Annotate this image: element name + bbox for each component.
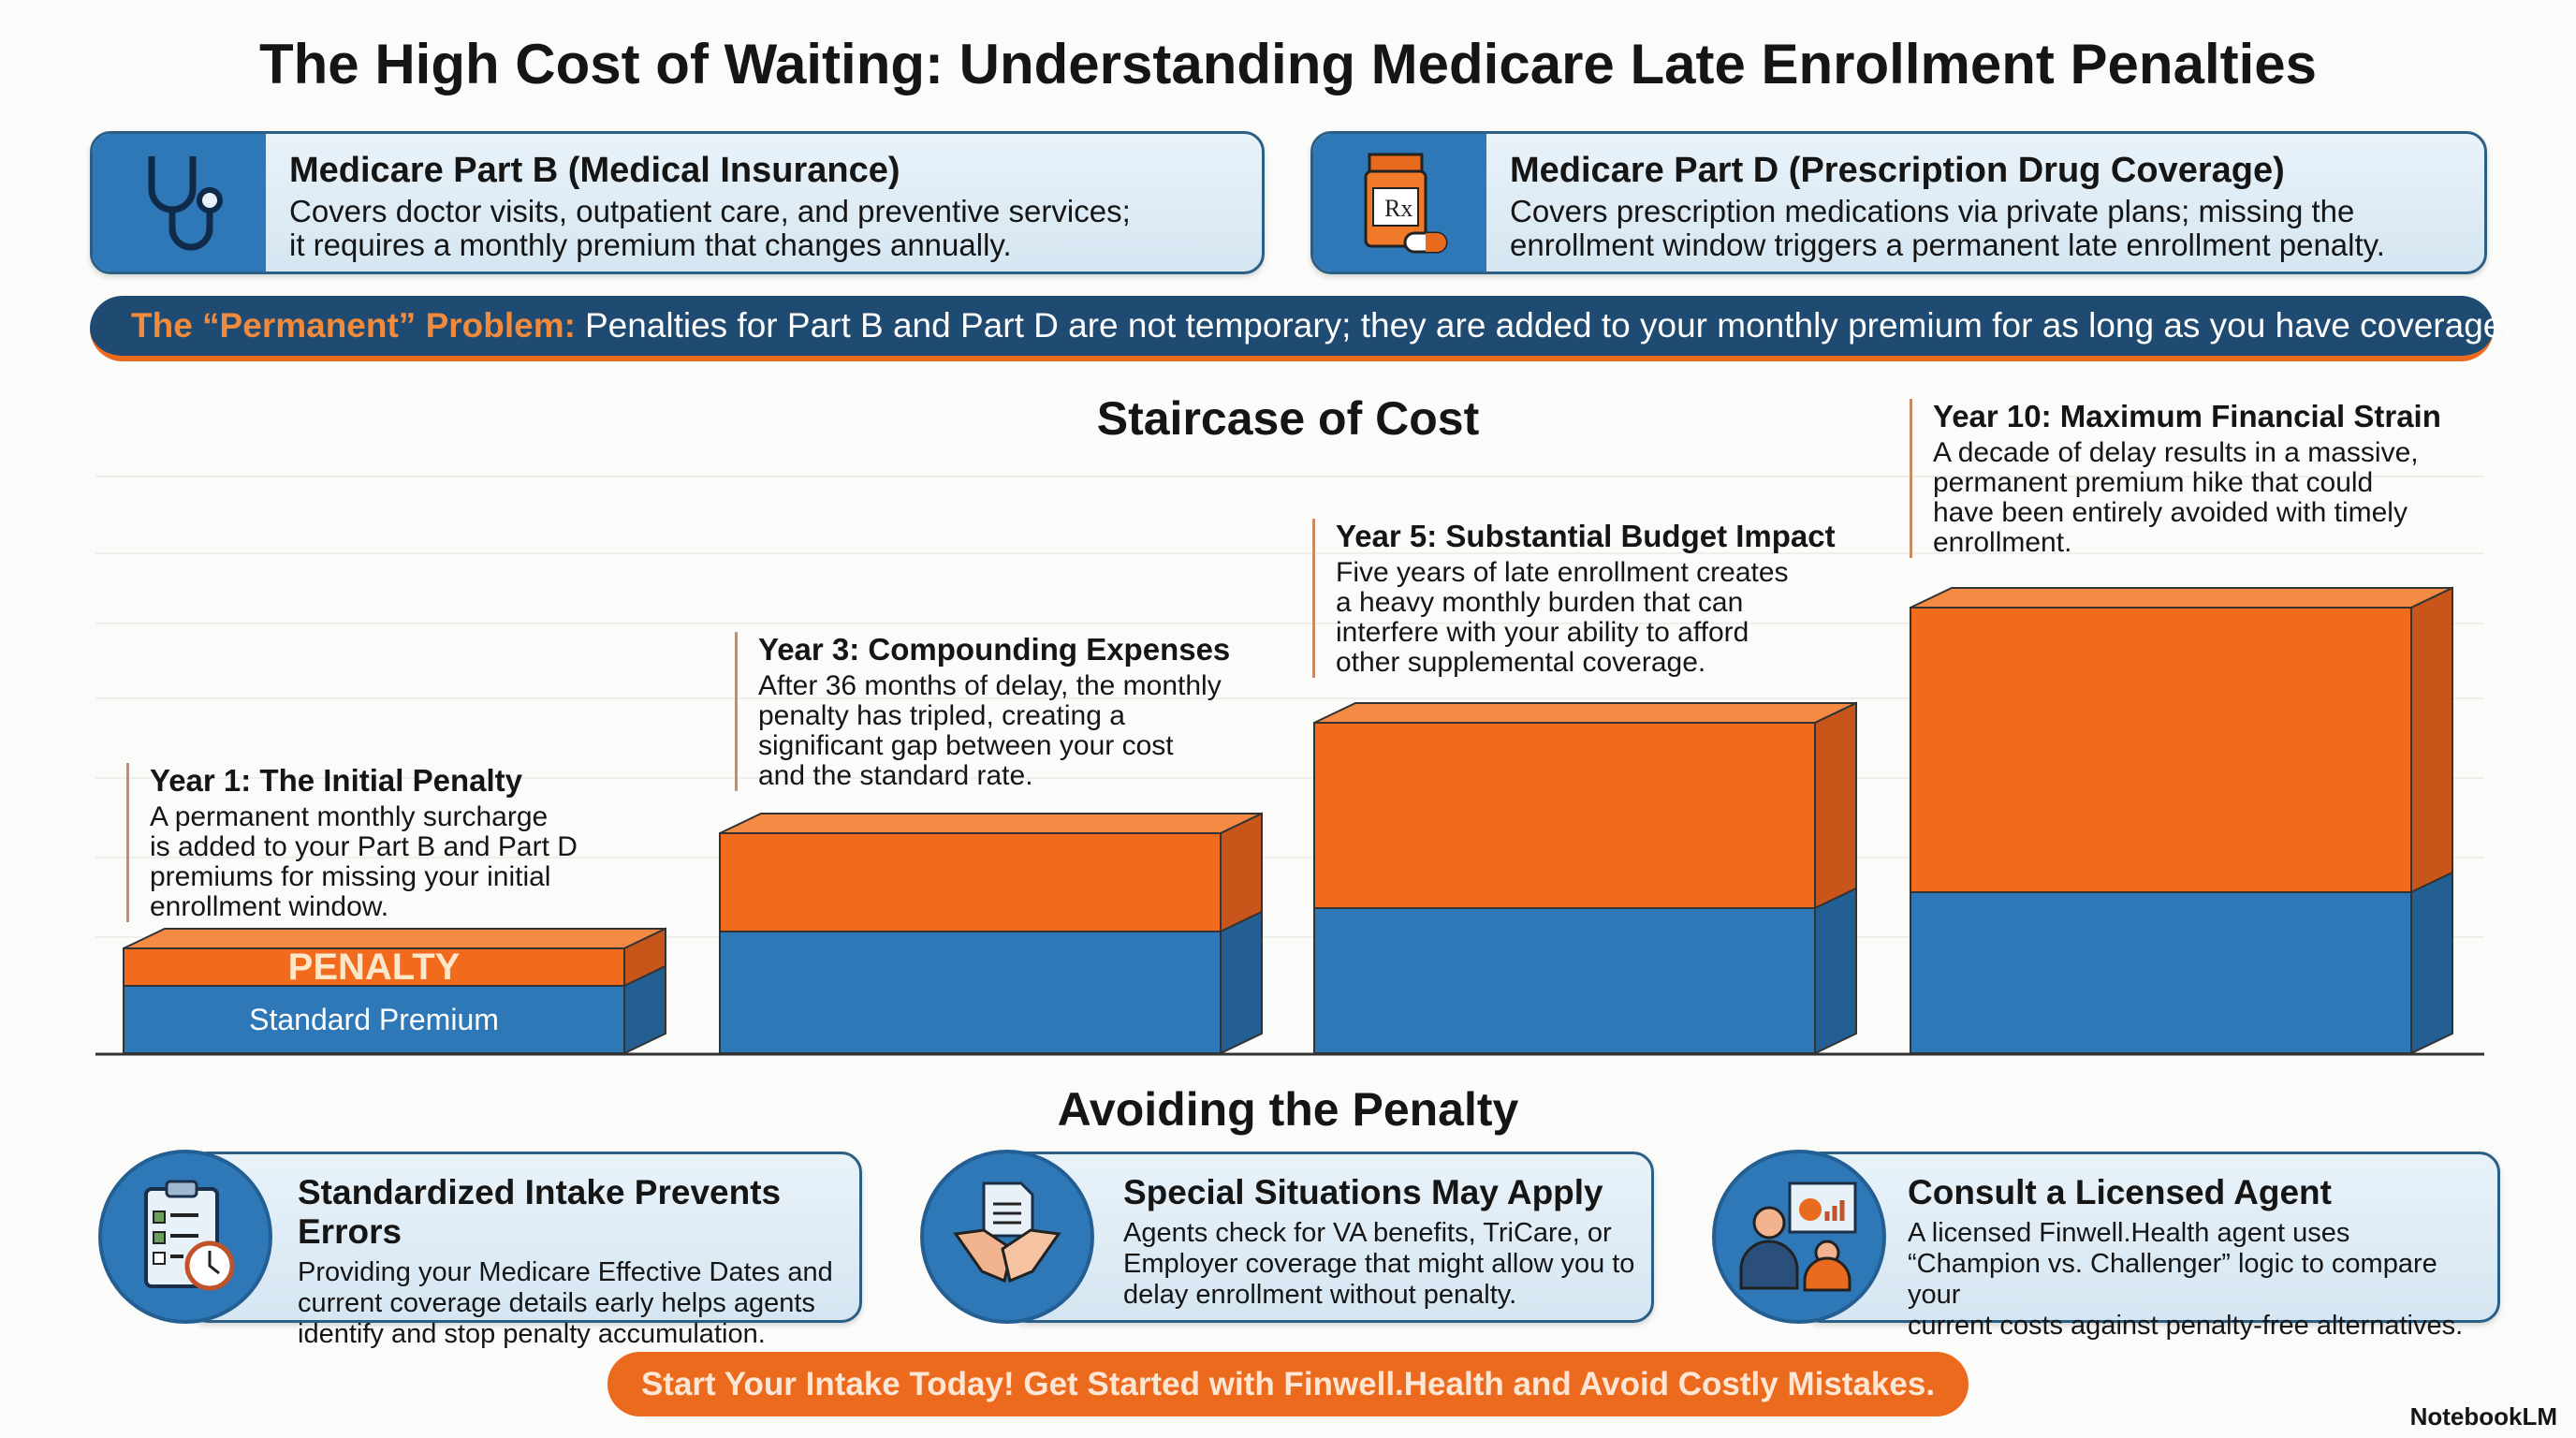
card-title: Consult a Licensed Agent: [1908, 1173, 2332, 1211]
penalty-label: PENALTY: [287, 946, 461, 988]
avoid-card-agent: Consult a Licensed Agent A licensed Finwe…: [1800, 1152, 2500, 1341]
step-text: A decade of delay results in a massive,: [1933, 437, 2419, 468]
staircase-chart: [95, 586, 2484, 1056]
penalty-segment-3: [1313, 722, 1816, 909]
card-text: Providing your Medicare Effective Dates …: [298, 1257, 833, 1287]
standard-side-face: [1814, 887, 1857, 1055]
step-year-5: Year 5: Substantial Budget Impact Five ye…: [1312, 519, 1836, 678]
step-text: enrollment.: [1933, 527, 2072, 558]
card-text: current costs against penalty-free alter…: [1908, 1311, 2464, 1341]
notebooklm-watermark: NotebookLM: [2409, 1402, 2557, 1431]
card-text: A licensed Finwell.Health agent uses: [1908, 1218, 2350, 1248]
step-year-3: Year 3: Compounding Expenses After 36 mon…: [735, 632, 1230, 791]
part-d-desc-2: enrollment window triggers a permanent l…: [1510, 227, 2385, 262]
avoid-title: Avoiding the Penalty: [1057, 1083, 1519, 1136]
avoid-card-special: Special Situations May Apply Agents check…: [1006, 1152, 1654, 1323]
part-b-title: Medicare Part B (Medical Insurance): [289, 151, 900, 190]
step-title: Year 1: The Initial Penalty: [150, 763, 522, 798]
standard-segment-2: [719, 931, 1222, 1054]
card-text: current coverage details early helps age…: [298, 1288, 815, 1318]
penalty-side-face: [1814, 701, 1857, 910]
clipboard-clock-icon: [98, 1150, 272, 1324]
agent-consult-icon: [1712, 1150, 1886, 1324]
step-text: After 36 months of delay, the monthly: [758, 670, 1222, 701]
card-text: “Champion vs. Challenger” logic to compa…: [1908, 1249, 2437, 1310]
standard-segment-1: [123, 985, 625, 1054]
part-b-card: Medicare Part B (Medical Insurance) Cover…: [90, 131, 1265, 274]
part-b-desc-1: Covers doctor visits, outpatient care, a…: [289, 194, 1131, 228]
step-text: permanent premium hike that could: [1933, 467, 2374, 498]
step-text: and the standard rate.: [758, 760, 1033, 791]
step-text: A permanent monthly surcharge: [150, 801, 549, 832]
penalty-segment-2: [719, 832, 1222, 932]
step-text: a heavy monthly burden that can: [1336, 587, 1744, 618]
bar-top-face: [123, 928, 666, 949]
avoid-card-intake: Standardized Intake Prevents Errors Provi…: [187, 1152, 862, 1349]
standard-side-face: [2410, 871, 2453, 1055]
card-text: identify and stop penalty accumulation.: [298, 1319, 766, 1349]
card-title: Standardized Intake Prevents Errors: [298, 1173, 782, 1251]
page-title: The High Cost of Waiting: Understanding …: [259, 33, 2317, 95]
svg-text:Rx: Rx: [1384, 195, 1412, 222]
handshake-icon: [920, 1150, 1094, 1324]
stethoscope-icon: [93, 134, 266, 271]
step-year-10: Year 10: Maximum Financial Strain A decad…: [1910, 399, 2441, 558]
card-text: delay enrollment without penalty.: [1123, 1280, 1517, 1310]
start-intake-button[interactable]: Start Your Intake Today! Get Started wit…: [607, 1352, 1969, 1416]
standard-segment-4: [1910, 891, 2412, 1054]
step-text: Five years of late enrollment creates: [1336, 557, 1789, 588]
step-text: is added to your Part B and Part D: [150, 831, 578, 862]
card-text: Employer coverage that might allow you t…: [1123, 1249, 1635, 1279]
card-text: Agents check for VA benefits, TriCare, o…: [1123, 1218, 1612, 1248]
part-d-desc-1: Covers prescription medications via priv…: [1510, 194, 2355, 228]
standard-side-face: [1220, 910, 1263, 1055]
permanent-problem-banner: The “Permanent” Problem: Penalties for Pa…: [90, 296, 2512, 361]
part-d-title: Medicare Part D (Prescription Drug Cover…: [1510, 151, 2285, 190]
penalty-segment-4: [1910, 607, 2412, 893]
step-year-1: Year 1: The Initial Penalty A permanent m…: [126, 763, 578, 922]
penalty-side-face: [2410, 586, 2453, 894]
part-b-desc-2: it requires a monthly premium that chang…: [289, 227, 1012, 262]
step-text: enrollment window.: [150, 891, 389, 922]
step-text: penalty has tripled, creating a: [758, 700, 1125, 731]
step-title: Year 5: Substantial Budget Impact: [1336, 519, 1836, 553]
step-text: interfere with your ability to afford: [1336, 617, 1749, 648]
bar-top-face: [1910, 587, 2453, 609]
step-text: other supplemental coverage.: [1336, 647, 1706, 678]
banner-label: The “Permanent” Problem:: [131, 306, 576, 345]
step-text: have been entirely avoided with timely: [1933, 497, 2408, 528]
part-d-card: Rx Medicare Part D (Prescription Drug Co…: [1310, 131, 2487, 274]
standard-premium-label: Standard Premium: [249, 1003, 499, 1036]
step-title: Year 10: Maximum Financial Strain: [1933, 399, 2441, 433]
prescription-bottle-icon: Rx: [1313, 134, 1486, 271]
banner-text: Penalties for Part B and Part D are not …: [584, 306, 2512, 345]
bar-top-face: [719, 813, 1263, 834]
bar-top-face: [1313, 702, 1857, 724]
card-title: Special Situations May Apply: [1123, 1173, 1603, 1211]
step-title: Year 3: Compounding Expenses: [758, 632, 1231, 667]
standard-segment-3: [1313, 907, 1816, 1054]
step-text: premiums for missing your initial: [150, 861, 551, 892]
staircase-title: Staircase of Cost: [1096, 392, 1480, 445]
step-text: significant gap between your cost: [758, 730, 1174, 761]
